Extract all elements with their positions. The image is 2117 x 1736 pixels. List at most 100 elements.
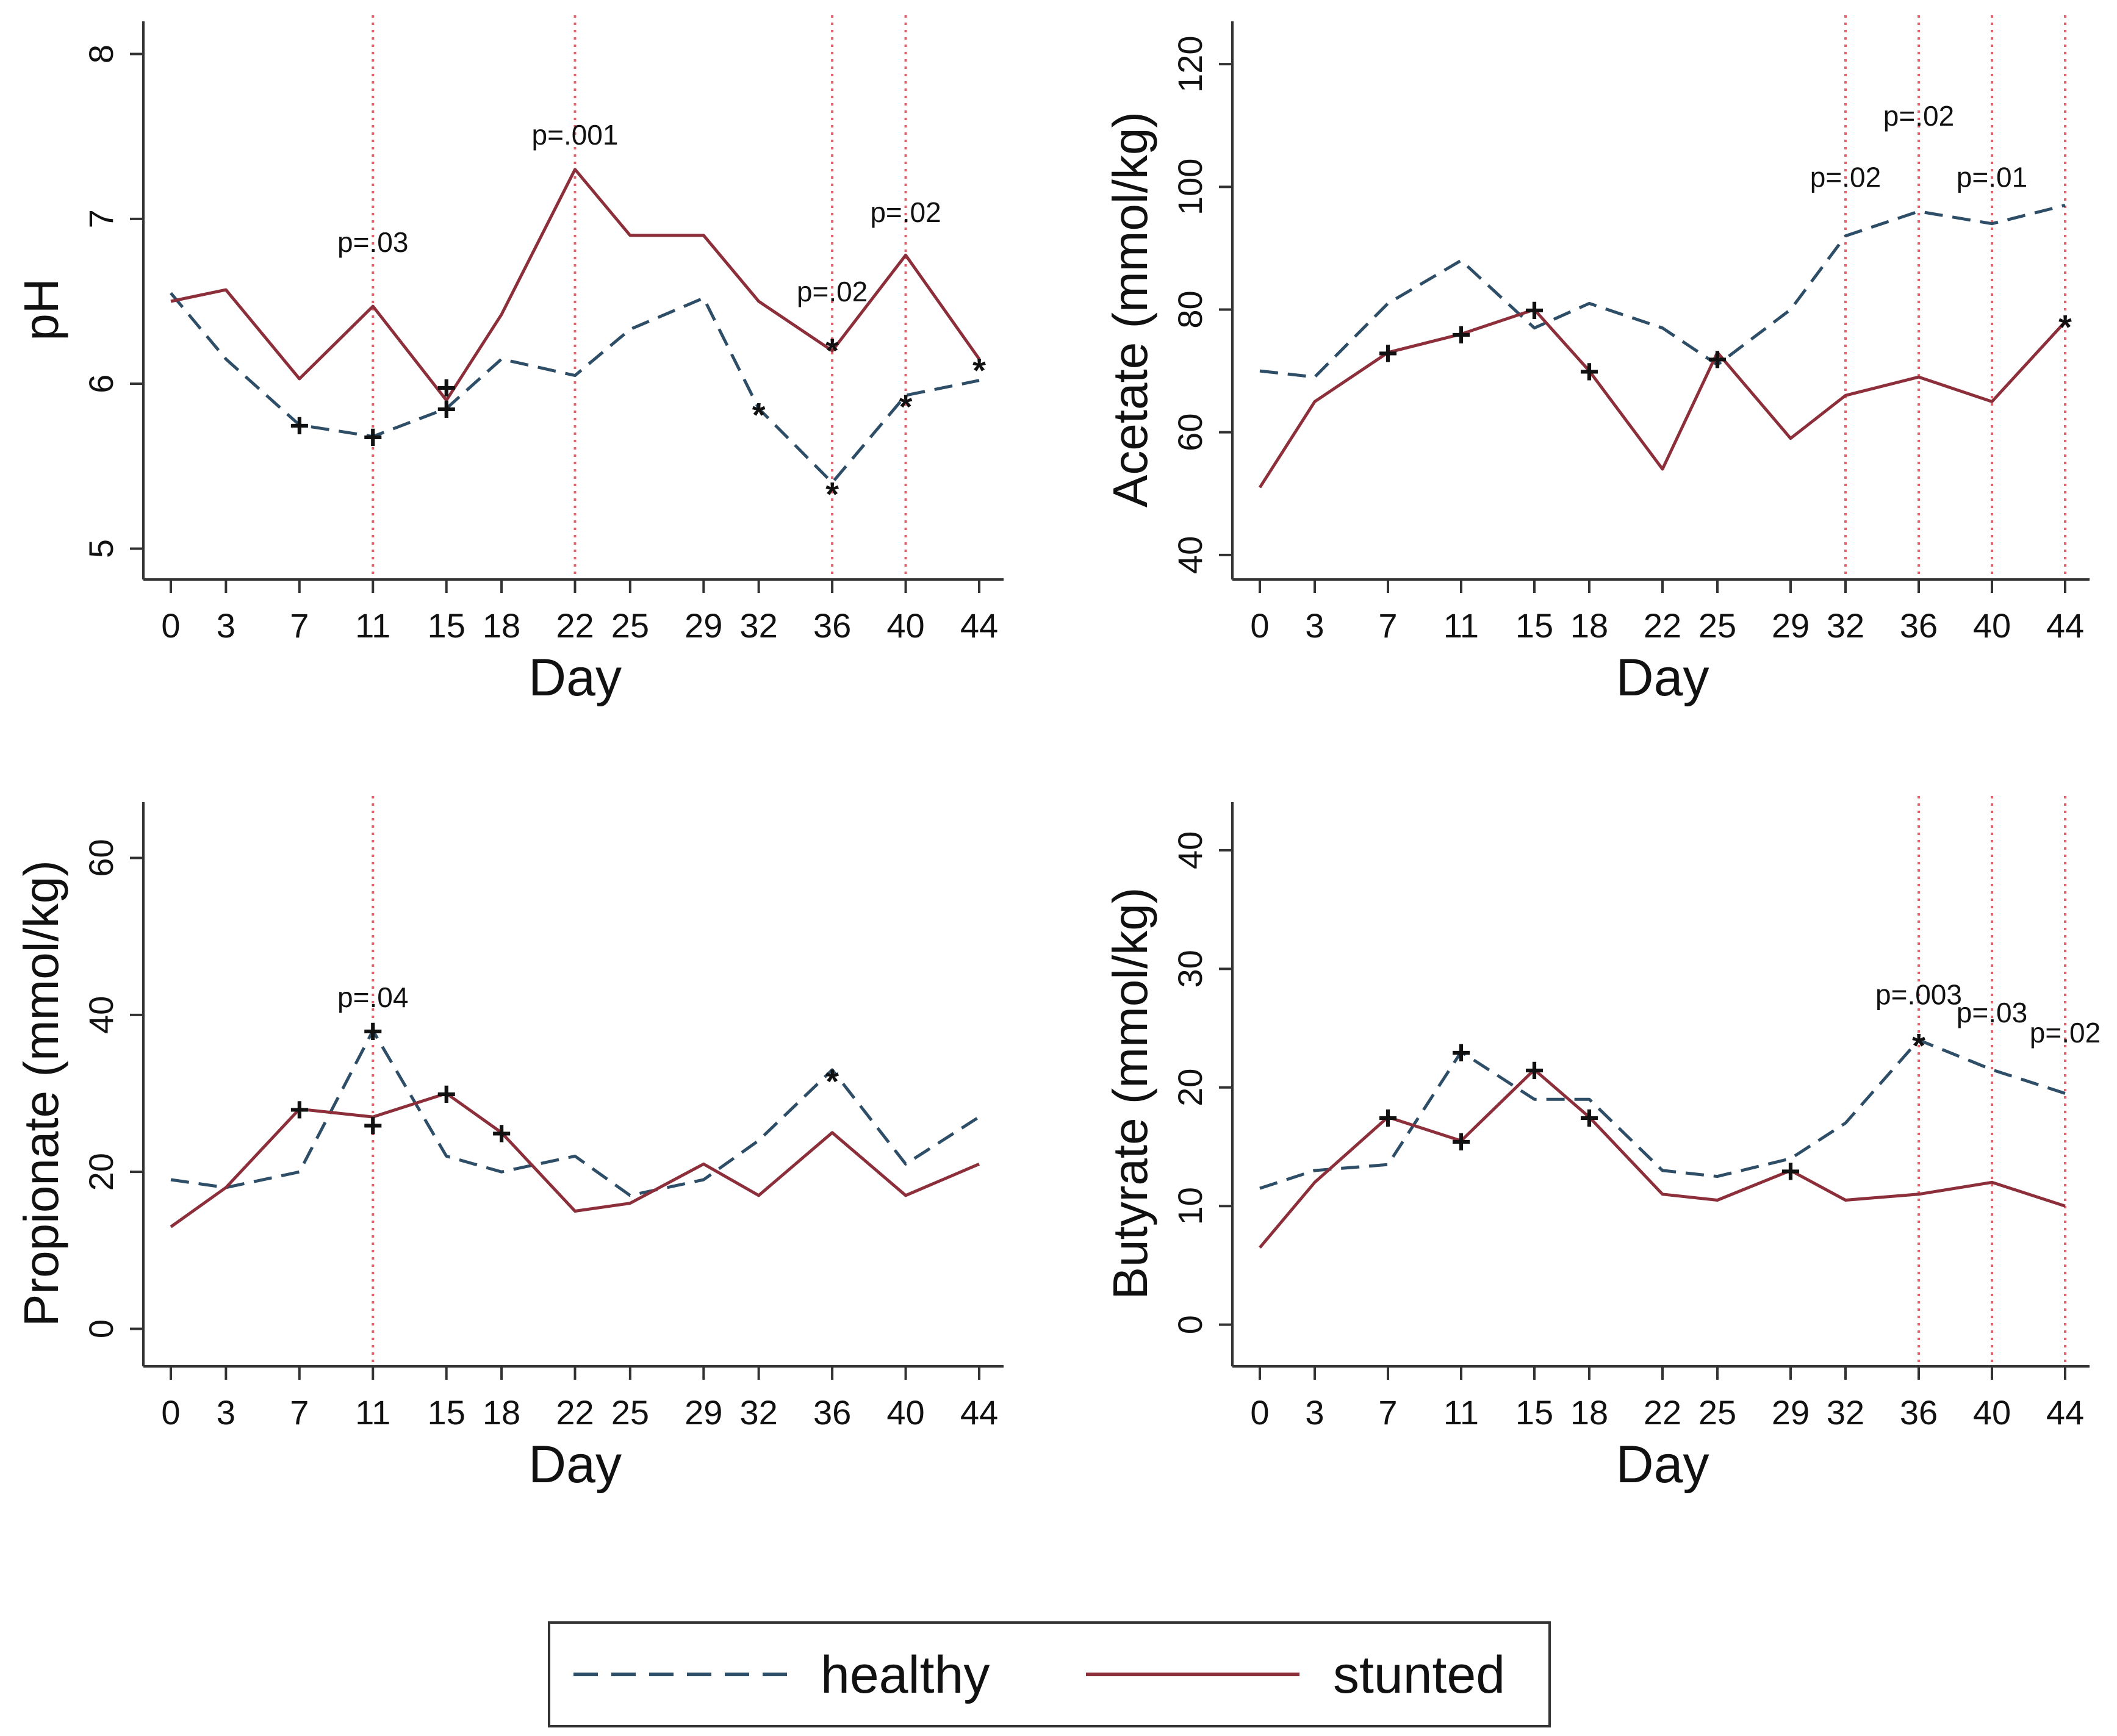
significance-marker: + [492,1114,512,1152]
y-tick-label: 60 [1171,414,1209,451]
p-value-annotation: p=.01 [1957,161,2027,193]
y-tick-label: 8 [82,45,120,63]
x-tick-label: 44 [2046,606,2084,645]
x-tick-label: 44 [2046,1393,2084,1432]
y-tick-label: 0 [82,1319,120,1338]
x-tick-label: 25 [611,1393,649,1432]
x-tick-label: 18 [483,606,520,645]
x-tick-label: 32 [739,606,777,645]
y-tick-label: 7 [82,209,120,228]
significance-marker: + [1580,352,1600,390]
significance-marker: + [363,418,383,456]
x-tick-label: 22 [1644,606,1681,645]
significance-marker: + [1451,1122,1472,1160]
y-tick-label: 20 [1171,1069,1209,1107]
significance-marker: + [363,1106,383,1144]
x-tick-label: 36 [1900,1393,1938,1432]
legend-stunted-label: stunted [1333,1646,1505,1704]
x-tick-label: 0 [1250,1393,1269,1432]
x-tick-label: 11 [355,606,390,645]
x-tick-label: 0 [161,606,180,645]
p-value-annotation: p=.02 [870,196,941,228]
x-tick-label: 29 [685,606,722,645]
significance-marker: + [436,1075,456,1113]
x-tick-label: 3 [1305,606,1324,645]
significance-marker: + [1525,1051,1545,1089]
x-tick-label: 18 [1570,606,1608,645]
significance-marker: * [825,475,839,513]
significance-marker: * [899,387,913,426]
significance-marker: + [1378,1098,1398,1136]
significance-marker: + [1451,1033,1472,1071]
y-tick-label: 20 [82,1153,120,1191]
x-axis-title: Day [528,648,622,707]
significance-marker: + [1378,334,1398,372]
x-tick-label: 7 [290,606,309,645]
p-value-annotation: p=.03 [1957,997,2027,1028]
y-tick-label: 30 [1171,950,1209,988]
x-axis-title: Day [528,1435,622,1494]
x-tick-label: 11 [1443,606,1479,645]
significance-marker: * [752,396,766,434]
p-value-annotation: p=.02 [2030,1017,2101,1049]
significance-marker: + [436,368,456,407]
p-value-annotation: p=.02 [797,276,868,307]
significance-marker: * [825,331,839,370]
x-tick-label: 15 [1515,1393,1553,1432]
x-tick-label: 0 [1250,606,1269,645]
x-tick-label: 29 [1772,606,1810,645]
p-value-annotation: p=.001 [532,119,619,151]
y-tick-label: 40 [1171,536,1209,574]
significance-marker: + [1708,340,1728,378]
p-value-annotation: p=.02 [1883,100,1954,132]
significance-marker: + [1525,291,1545,329]
series-line-stunted [1259,1068,2066,1249]
significance-marker: + [1580,1098,1600,1136]
x-tick-label: 18 [1570,1393,1608,1432]
legend: healthy stunted [548,1621,1551,1727]
x-axis-title: Day [1616,648,1709,707]
x-tick-label: 7 [1378,1393,1397,1432]
y-axis-title: Butyrate (mmol/kg) [1103,888,1157,1300]
y-tick-label: 10 [1171,1187,1209,1225]
x-tick-label: 25 [611,606,649,645]
significance-marker: + [363,1012,383,1050]
x-tick-label: 40 [886,606,924,645]
x-tick-label: 7 [1378,606,1397,645]
significance-marker: * [972,351,986,390]
y-tick-label: 60 [82,839,120,877]
x-tick-label: 32 [739,1393,777,1432]
x-tick-label: 40 [886,1393,924,1432]
legend-box [548,1621,1551,1727]
y-tick-label: 6 [82,375,120,393]
p-value-annotation: p=.04 [337,981,408,1013]
significance-marker: + [1451,315,1472,354]
x-tick-label: 11 [355,1393,390,1432]
panel-acetate: 40 60 80 100 120 0 3 7 11 15 18 22 25 29 32 36 40 44 Day Ac… [1103,15,2090,707]
x-tick-label: 7 [290,1393,309,1432]
y-tick-label: 40 [82,996,120,1034]
significance-marker: + [1781,1152,1801,1190]
significance-marker: * [2058,308,2072,346]
x-tick-label: 25 [1698,1393,1736,1432]
x-tick-label: 3 [217,606,235,645]
x-tick-label: 36 [813,1393,851,1432]
x-tick-label: 15 [1515,606,1553,645]
x-tick-label: 32 [1827,606,1864,645]
p-value-annotation: p=.02 [1810,161,1881,193]
x-tick-label: 3 [217,1393,235,1432]
x-tick-label: 40 [1973,606,2011,645]
x-tick-label: 22 [556,606,594,645]
significance-marker: + [436,390,456,428]
y-tick-label: 5 [82,539,120,558]
x-tick-label: 22 [556,1393,594,1432]
x-tick-label: 15 [428,1393,465,1432]
x-tick-label: 18 [483,1393,520,1432]
y-tick-label: 120 [1171,35,1209,92]
x-tick-label: 3 [1305,1393,1324,1432]
x-tick-label: 44 [960,1393,998,1432]
x-tick-label: 11 [1443,1393,1479,1432]
